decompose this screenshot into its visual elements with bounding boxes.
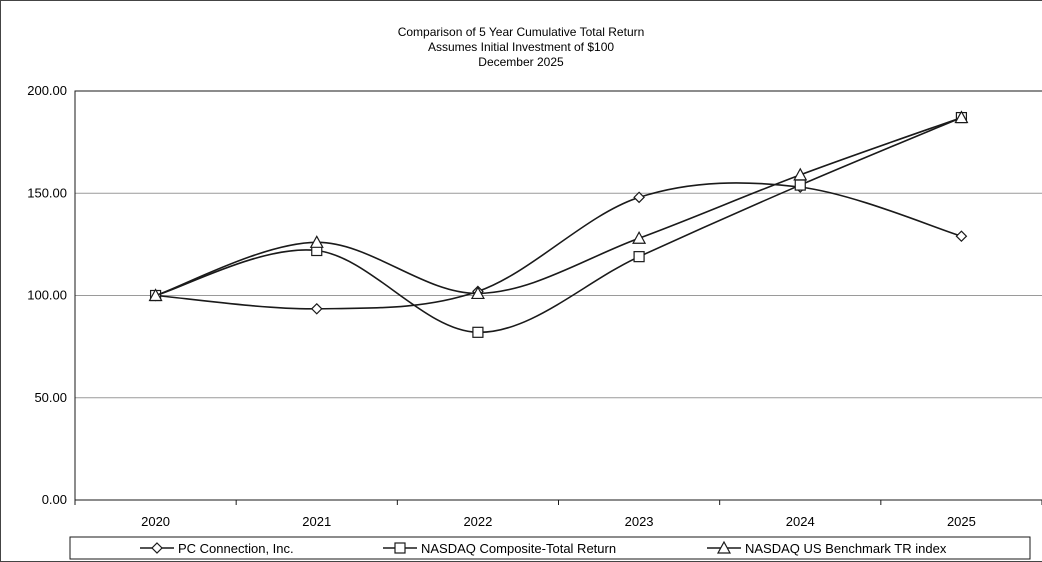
chart-title-line-1: Comparison of 5 Year Cumulative Total Re… (398, 25, 645, 39)
legend-item-diamond: PC Connection, Inc. (140, 541, 294, 556)
y-tick-label: 200.00 (27, 83, 67, 98)
data-point-triangle (954, 110, 969, 124)
plot-area (74, 90, 1042, 501)
y-axis: 0.00 50.00 100.00 150.00 200.00 (27, 83, 67, 507)
x-tick-label: 2025 (947, 514, 976, 529)
y-tick-label: 0.00 (42, 492, 67, 507)
data-point-square (472, 326, 484, 338)
y-tick-label: 100.00 (27, 288, 67, 303)
legend-label: NASDAQ Composite-Total Return (421, 541, 616, 556)
data-point-diamond (633, 191, 645, 204)
data-point-triangle (148, 288, 163, 302)
data-point-square (633, 251, 645, 263)
series-line-diamond (155, 182, 962, 310)
x-tick-label: 2022 (463, 514, 492, 529)
x-tick-label: 2023 (625, 514, 654, 529)
legend-item-square: NASDAQ Composite-Total Return (383, 541, 616, 556)
data-point-diamond (310, 302, 323, 315)
x-axis: 2020 2021 2022 2023 2024 2025 (74, 500, 1042, 529)
chart-title-line-2: Assumes Initial Investment of $100 (428, 40, 614, 54)
series-line-triangle (155, 116, 962, 297)
data-point-diamond (955, 230, 968, 243)
legend-marker-diamond (151, 542, 163, 554)
legend-label: NASDAQ US Benchmark TR index (745, 541, 947, 556)
legend: PC Connection, Inc. NASDAQ Composite-Tota… (69, 536, 1031, 560)
x-tick-label: 2021 (302, 514, 331, 529)
y-tick-label: 50.00 (34, 390, 67, 405)
y-tick-label: 150.00 (27, 185, 67, 200)
x-tick-label: 2020 (141, 514, 170, 529)
chart-title: Comparison of 5 Year Cumulative Total Re… (398, 25, 645, 69)
data-point-triangle (632, 230, 647, 244)
data-point-triangle (309, 235, 324, 248)
series-square (149, 111, 968, 338)
series-layer (148, 110, 969, 338)
legend-box (69, 536, 1031, 560)
chart-title-line-3: December 2025 (478, 55, 564, 69)
x-tick-label: 2024 (786, 514, 815, 529)
series-triangle (148, 110, 969, 302)
legend-marker-square (394, 542, 406, 554)
legend-marker-triangle (716, 540, 732, 554)
data-point-triangle (793, 167, 808, 181)
gridlines (75, 192, 1042, 399)
series-line-square (155, 116, 962, 334)
series-diamond (149, 181, 968, 315)
legend-item-triangle: NASDAQ US Benchmark TR index (707, 540, 947, 556)
data-point-square (794, 179, 806, 191)
legend-label: PC Connection, Inc. (178, 541, 294, 556)
data-point-triangle (470, 286, 485, 300)
